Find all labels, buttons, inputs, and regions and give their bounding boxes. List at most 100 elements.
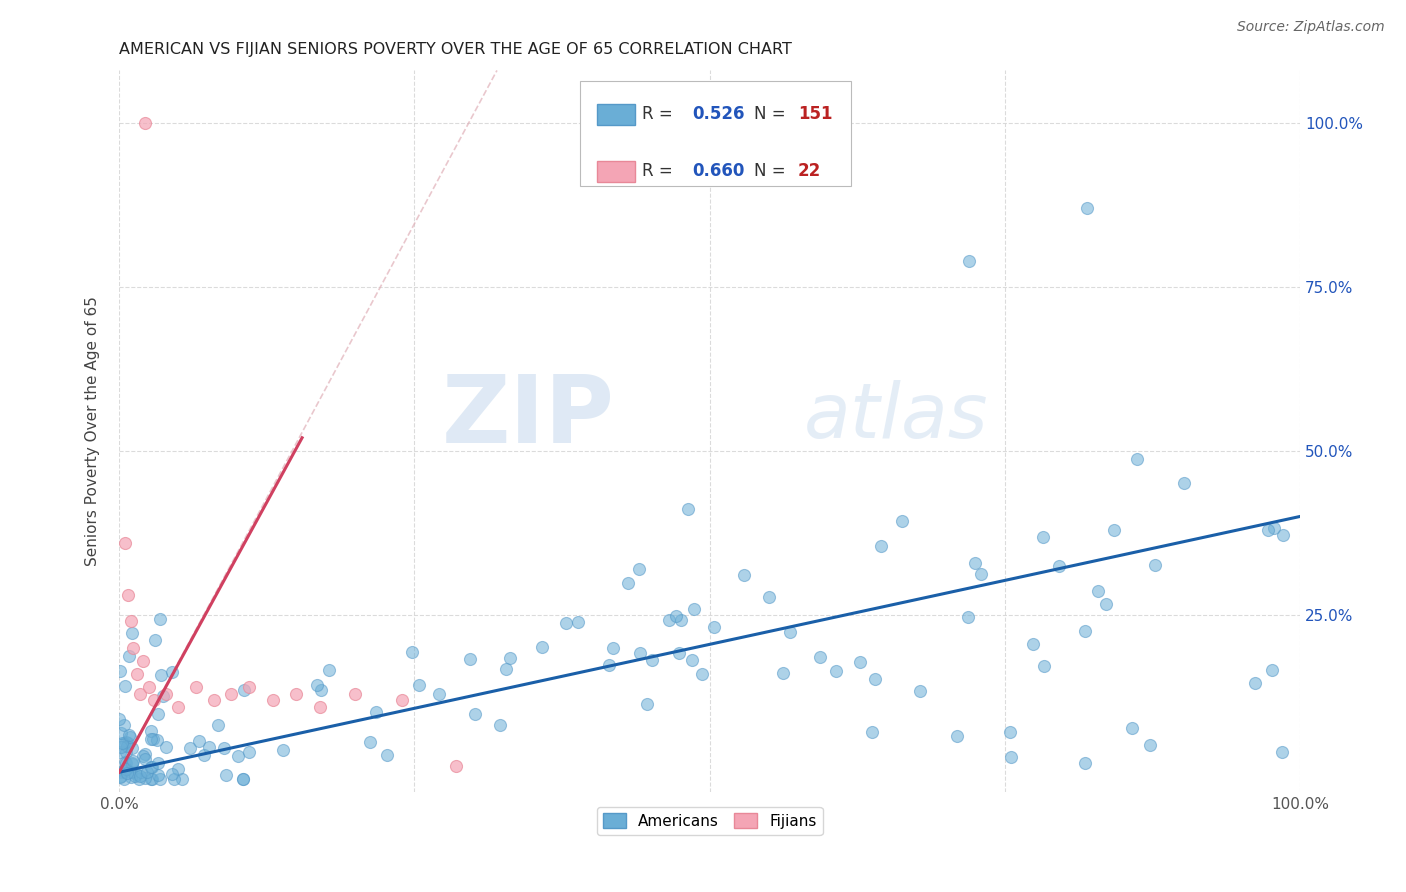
Text: atlas: atlas: [804, 380, 988, 454]
Point: [108, 712, 131, 726]
Point: [112, 736, 135, 750]
Point: [121, 756, 143, 771]
Point: [969, 566, 991, 581]
Point: [1173, 475, 1195, 490]
Point: [489, 718, 512, 732]
Point: [444, 758, 467, 772]
Point: [120, 615, 142, 629]
Point: [682, 602, 704, 616]
Point: [1257, 523, 1279, 537]
Point: [141, 760, 163, 774]
Point: [115, 739, 138, 753]
Point: [956, 610, 979, 624]
Point: [1104, 523, 1126, 537]
Text: N =: N =: [755, 162, 792, 180]
Point: [808, 649, 831, 664]
Point: [115, 765, 138, 780]
Point: [232, 772, 254, 786]
Point: [110, 771, 132, 785]
Point: [129, 764, 152, 779]
Point: [408, 678, 430, 692]
Point: [121, 625, 143, 640]
Point: [228, 749, 250, 764]
Point: [495, 662, 517, 676]
Point: [214, 741, 236, 756]
Point: [668, 646, 690, 660]
Point: [110, 726, 132, 740]
Point: [232, 772, 254, 786]
Point: [1139, 738, 1161, 752]
Point: [141, 772, 163, 786]
Point: [138, 680, 160, 694]
Point: [184, 680, 207, 694]
Point: [498, 651, 520, 665]
Point: [114, 755, 136, 769]
Point: [860, 725, 883, 739]
Text: N =: N =: [755, 105, 792, 123]
Point: [628, 562, 651, 576]
Point: [198, 740, 221, 755]
FancyBboxPatch shape: [598, 161, 636, 182]
Legend: Americans, Fijians: Americans, Fijians: [596, 806, 823, 835]
Point: [946, 729, 969, 743]
Point: [233, 683, 256, 698]
FancyBboxPatch shape: [598, 103, 636, 125]
Point: [870, 539, 893, 553]
Point: [1073, 624, 1095, 639]
Point: [628, 646, 651, 660]
Point: [162, 772, 184, 786]
Point: [160, 665, 183, 680]
Point: [149, 612, 172, 626]
Point: [117, 649, 139, 664]
Point: [617, 576, 640, 591]
Point: [690, 667, 713, 681]
Point: [665, 609, 688, 624]
Point: [758, 590, 780, 604]
Point: [141, 772, 163, 786]
Point: [121, 741, 143, 756]
Point: [531, 640, 554, 654]
Point: [114, 535, 136, 549]
Point: [111, 736, 134, 750]
Point: [602, 641, 624, 656]
Point: [1121, 721, 1143, 735]
Point: [121, 756, 143, 771]
Point: [1000, 750, 1022, 764]
Point: [141, 731, 163, 746]
Text: R =: R =: [643, 162, 678, 180]
Point: [166, 762, 188, 776]
Point: [150, 668, 173, 682]
Point: [143, 632, 166, 647]
Point: [1126, 452, 1149, 467]
Point: [998, 725, 1021, 739]
Point: [143, 693, 166, 707]
Point: [1271, 528, 1294, 542]
Point: [429, 687, 451, 701]
Point: [671, 613, 693, 627]
Point: [1261, 663, 1284, 677]
Point: [117, 588, 139, 602]
Point: [366, 705, 388, 719]
Point: [187, 734, 209, 748]
Point: [262, 693, 284, 707]
Point: [110, 739, 132, 754]
Text: R =: R =: [643, 105, 678, 123]
Point: [134, 747, 156, 761]
Point: [375, 748, 398, 763]
Point: [1076, 201, 1098, 215]
Point: [1143, 558, 1166, 573]
Point: [112, 718, 135, 732]
Point: [285, 687, 308, 701]
Point: [681, 653, 703, 667]
Point: [142, 732, 165, 747]
Point: [567, 615, 589, 630]
Point: [114, 679, 136, 693]
Point: [219, 687, 242, 701]
Point: [124, 766, 146, 780]
Point: [458, 652, 481, 666]
Point: [124, 768, 146, 782]
Point: [132, 748, 155, 763]
Point: [128, 769, 150, 783]
Text: 22: 22: [799, 162, 821, 180]
Point: [155, 739, 177, 754]
